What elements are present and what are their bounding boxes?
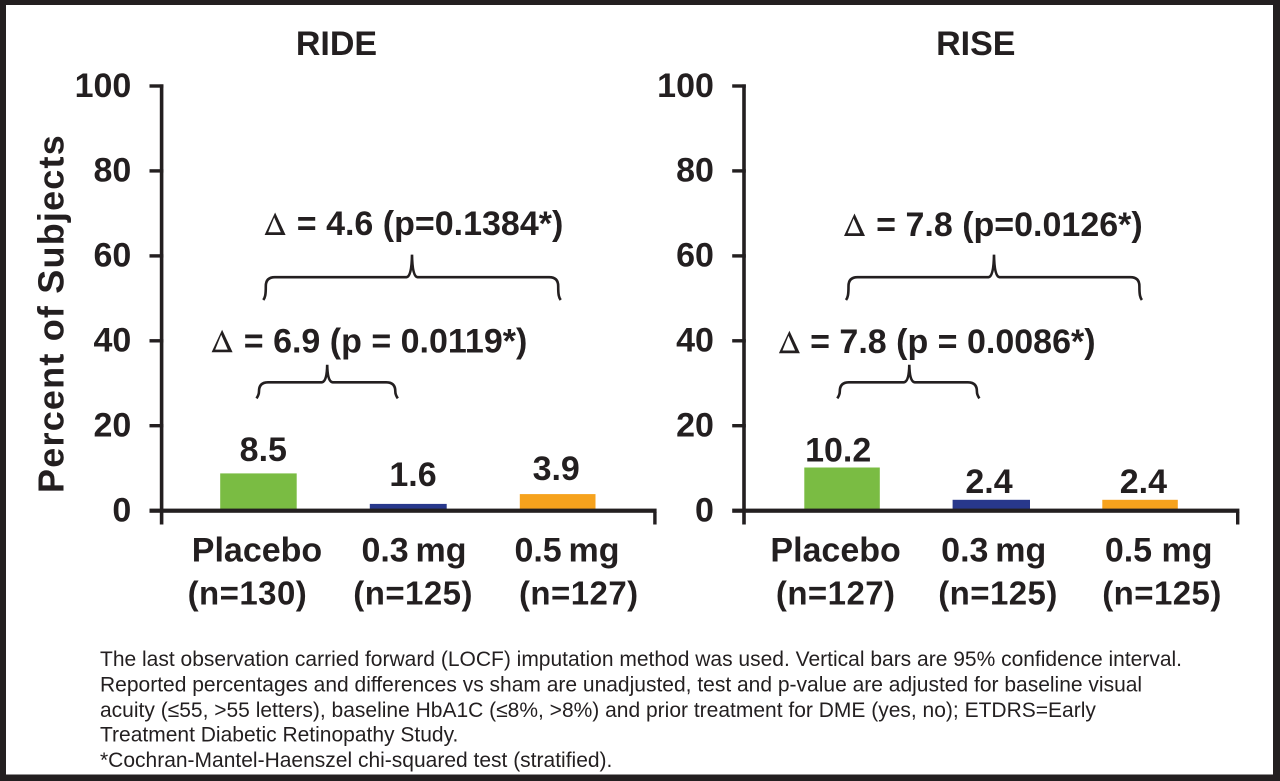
svg-text:Treatment Diabetic Retinopathy: Treatment Diabetic Retinopathy Study. [100,723,458,746]
svg-text:(n=130): (n=130) [188,574,308,611]
svg-text:Δ = 7.8 (p = 0.0086*): Δ = 7.8 (p = 0.0086*) [776,323,1095,361]
svg-text:60: 60 [676,237,714,275]
svg-text:80: 80 [93,152,131,190]
svg-text:Placebo: Placebo [770,531,900,569]
svg-text:(n=127): (n=127) [519,574,639,611]
svg-text:3.9: 3.9 [533,450,580,488]
svg-text:2.4: 2.4 [1120,463,1167,501]
svg-text:0: 0 [112,492,131,530]
svg-text:60: 60 [93,237,131,275]
svg-text:Percent of Subjects: Percent of Subjects [30,134,71,493]
svg-text:20: 20 [93,407,131,445]
svg-text:*Cochran-Mantel-Haenszel chi-s: *Cochran-Mantel-Haenszel chi-squared tes… [100,749,612,772]
svg-text:0.5 mg: 0.5 mg [1105,531,1213,569]
svg-text:0.3 mg: 0.3 mg [361,531,466,569]
svg-text:(n=127): (n=127) [776,574,896,611]
svg-text:(n=125): (n=125) [353,574,473,611]
svg-text:20: 20 [676,407,714,445]
svg-text:(n=125): (n=125) [938,574,1058,611]
svg-text:0: 0 [695,492,714,530]
svg-text:100: 100 [657,67,714,105]
svg-text:0.5 mg: 0.5 mg [514,531,619,569]
svg-text:1.6: 1.6 [389,456,436,494]
svg-text:80: 80 [676,152,714,190]
svg-text:Reported percentages and diffe: Reported percentages and differences vs … [100,674,1142,697]
svg-text:8.5: 8.5 [240,431,287,469]
svg-text:100: 100 [75,67,132,105]
svg-text:10.2: 10.2 [805,432,871,470]
svg-text:RISE: RISE [936,25,1015,63]
svg-text:Δ = 7.8 (p=0.0126*): Δ = 7.8 (p=0.0126*) [842,206,1142,244]
svg-text:acuity (≤55, >55 letters), bas: acuity (≤55, >55 letters), baseline HbA1… [100,699,1096,722]
svg-text:40: 40 [676,322,714,360]
svg-text:(n=125): (n=125) [1102,574,1222,611]
svg-text:Δ = 4.6 (p=0.1384*): Δ = 4.6 (p=0.1384*) [263,205,563,243]
svg-text:The last observation carried f: The last observation carried forward (LO… [100,648,1182,671]
svg-text:Placebo: Placebo [192,531,322,569]
svg-text:0.3 mg: 0.3 mg [941,531,1046,569]
svg-text:2.4: 2.4 [965,463,1012,501]
svg-text:40: 40 [93,322,131,360]
svg-text:Δ = 6.9 (p = 0.0119*): Δ = 6.9 (p = 0.0119*) [210,322,527,360]
svg-text:RIDE: RIDE [296,25,377,63]
